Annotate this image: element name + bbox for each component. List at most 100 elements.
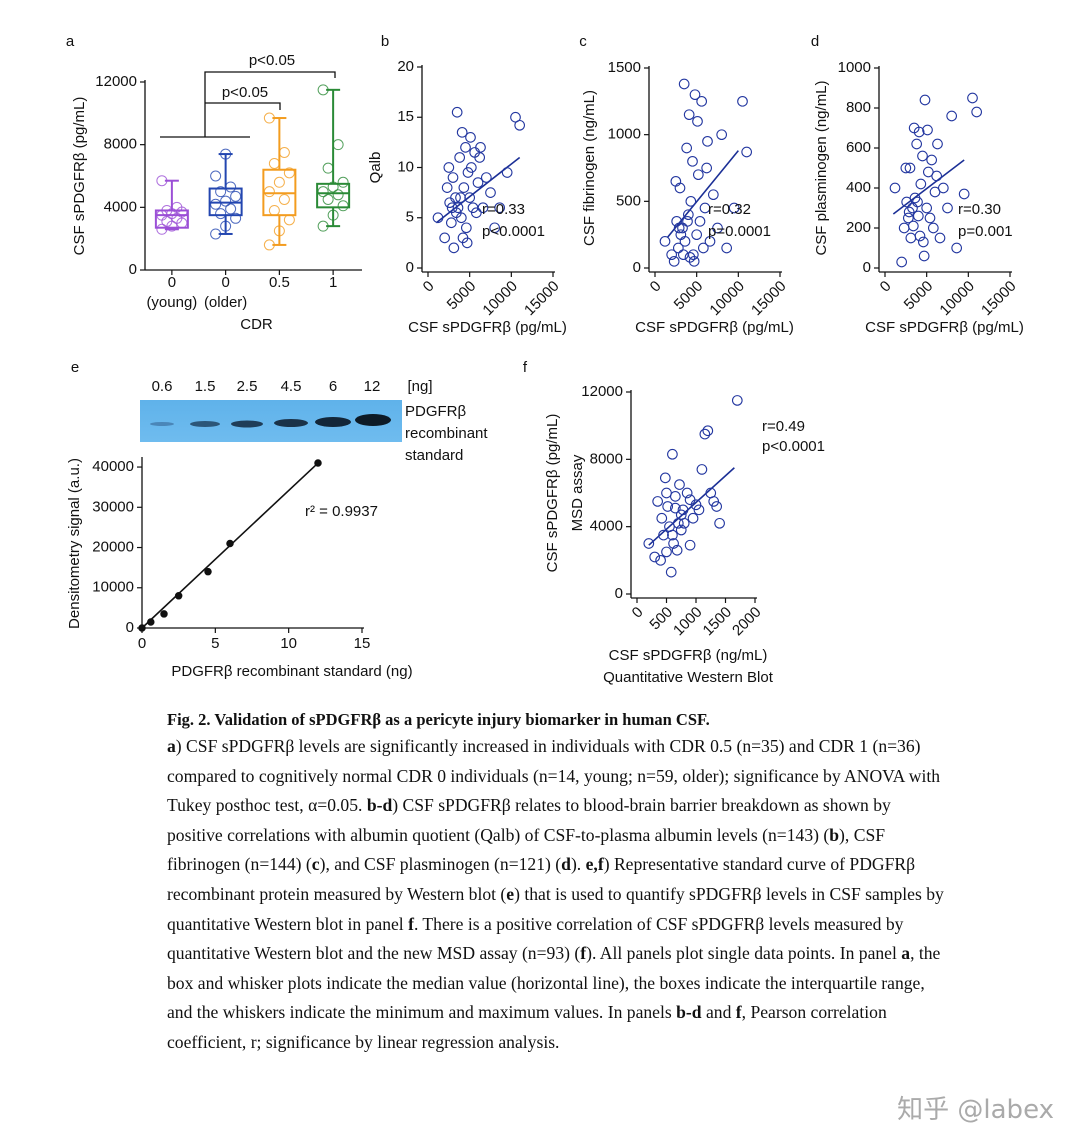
data-point — [904, 162, 916, 174]
significance-label: p<0.05 — [222, 84, 268, 101]
data-point — [737, 95, 748, 107]
x-tick-label: 5 — [211, 635, 219, 652]
data-point — [671, 215, 683, 227]
data-point — [934, 232, 946, 244]
caption-body: a) CSF sPDGFRβ levels are significantly … — [167, 732, 947, 1058]
caption-run: ) CSF sPDGFRβ relates to blood-brain bar… — [167, 795, 891, 845]
data-point — [317, 186, 329, 198]
lane-label: 4.5 — [281, 378, 302, 395]
data-point — [911, 138, 923, 150]
data-point — [741, 146, 753, 158]
data-point — [174, 592, 183, 600]
data-point — [926, 154, 938, 166]
data-point — [671, 544, 683, 556]
data-point — [210, 198, 222, 210]
data-point — [889, 182, 901, 194]
caption-run: . There is a positive correlation of CSF… — [167, 913, 904, 964]
x-tick-label: 10000 — [706, 278, 748, 320]
y-axis-label: Densitometry signal (a.u.) — [66, 458, 83, 629]
data-point — [204, 567, 212, 576]
data-point — [731, 395, 743, 406]
data-point — [656, 512, 668, 524]
y-tick-label: 1000 — [608, 126, 641, 143]
data-point — [670, 175, 682, 187]
x-tick-label: 5000 — [901, 278, 937, 314]
stat-label: r=0.33 — [482, 201, 525, 218]
data-point — [687, 512, 699, 524]
data-point — [708, 496, 720, 507]
data-point — [728, 202, 740, 214]
stat-label: r² = 0.9937 — [305, 503, 378, 520]
data-point — [268, 157, 280, 169]
data-point — [699, 202, 711, 214]
data-point — [332, 189, 344, 201]
caption-run: a — [167, 736, 176, 756]
y-tick-label: 200 — [846, 219, 871, 236]
data-point — [225, 203, 237, 215]
y-tick-label: 1000 — [838, 59, 871, 76]
blot-label: recombinant — [405, 425, 488, 442]
caption-run: ). All panels plot single data points. I… — [586, 943, 902, 964]
caption-run: and — [701, 1002, 736, 1023]
data-point — [668, 538, 679, 549]
data-point — [263, 112, 275, 124]
data-point — [919, 94, 931, 106]
data-point — [668, 255, 680, 267]
data-point — [702, 425, 714, 437]
data-point — [675, 524, 687, 536]
x-tick-sublabel: (young) — [146, 294, 197, 311]
data-point — [687, 155, 698, 167]
caption-run: , the box and whisker plots indicate the… — [167, 943, 941, 1023]
y-tick-label: 0 — [406, 259, 414, 276]
x-tick-label: 0 — [420, 278, 438, 296]
y-tick-label: 600 — [846, 139, 871, 156]
data-point — [692, 115, 703, 127]
data-point — [666, 249, 678, 261]
data-point — [230, 190, 242, 202]
data-point — [474, 152, 486, 163]
data-point — [667, 448, 678, 460]
data-point — [441, 182, 453, 193]
caption-run: a — [901, 943, 911, 964]
data-point — [215, 186, 227, 198]
y-tick-label: 20000 — [92, 538, 134, 555]
data-point — [682, 209, 694, 221]
data-point — [915, 178, 927, 190]
y-tick-label: 12000 — [95, 73, 137, 90]
caption-run: f — [408, 913, 414, 934]
data-point — [465, 162, 477, 173]
y-axis-label: Qalb — [367, 152, 384, 184]
data-point — [678, 78, 690, 90]
data-point — [460, 222, 472, 234]
western-blot — [140, 400, 402, 442]
x-tick-label: 0 — [629, 604, 647, 622]
data-point — [971, 106, 983, 118]
data-point — [914, 230, 926, 242]
x-tick-label: 1500 — [700, 604, 736, 640]
y-tick-label: 5 — [406, 209, 414, 226]
data-point — [912, 210, 924, 222]
data-point — [694, 215, 706, 227]
data-point — [667, 529, 678, 541]
x-tick-label: 1000 — [670, 604, 706, 640]
data-point — [514, 119, 526, 131]
data-point — [659, 472, 671, 484]
data-point — [465, 132, 476, 143]
y-tick-label: 4000 — [590, 518, 623, 535]
data-point — [147, 618, 155, 626]
data-point — [458, 182, 470, 193]
data-point — [220, 220, 232, 232]
data-point — [918, 250, 930, 262]
data-point — [704, 235, 716, 247]
data-point — [443, 162, 455, 173]
data-point — [461, 237, 473, 249]
data-point — [470, 207, 482, 219]
data-point — [702, 135, 713, 147]
data-point — [283, 214, 295, 226]
y-axis-label: CSF plasminogen (ng/mL) — [813, 80, 830, 255]
data-point — [912, 196, 923, 208]
data-point — [685, 195, 697, 207]
x-tick-label: 1 — [329, 274, 337, 291]
data-point — [230, 212, 242, 224]
caption-run: ), and CSF plasminogen (n=121) ( — [319, 854, 562, 875]
